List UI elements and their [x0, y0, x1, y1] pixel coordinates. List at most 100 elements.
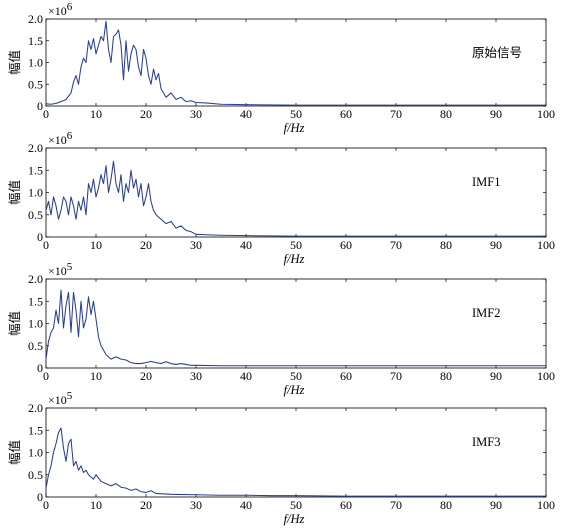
x-tick-label: 90 [490, 107, 502, 121]
x-tick-label: 80 [440, 369, 452, 383]
panel-annotation: IMF1 [472, 175, 500, 189]
y-tick-label: 2.0 [28, 272, 43, 286]
series-line-1 [45, 427, 546, 497]
chart-panel-2: 0 10 20 30 40 50 60 70 80 90 100 0 0.5 1.0 1.5 2.0 ×106 幅… [7, 130, 555, 266]
y-tick-label: 1.5 [28, 294, 43, 308]
x-axis-label: f/Hz [284, 512, 305, 526]
y-multiplier-label: ×105 [48, 261, 73, 278]
y-tick-label: 0 [37, 490, 43, 504]
x-tick-label: 60 [340, 369, 352, 383]
y-multiplier-base: ×10 [48, 393, 67, 407]
plot-frame [45, 278, 547, 369]
x-tick-label: 50 [290, 498, 302, 512]
y-multiplier-exponent: 5 [67, 261, 73, 273]
y-tick-label: 1.0 [28, 446, 43, 460]
x-tick-label: 80 [440, 238, 452, 252]
x-tick-label: 60 [340, 238, 352, 252]
x-tick-label: 50 [290, 107, 302, 121]
plot-frame [45, 18, 547, 107]
series-line-1 [45, 20, 546, 106]
x-tick-label: 70 [390, 238, 402, 252]
x-tick-label: 70 [390, 369, 402, 383]
x-tick-label: 0 [43, 369, 49, 383]
plot-frame [45, 407, 547, 498]
panel-annotation: IMF2 [472, 306, 500, 320]
x-tick-label: 50 [290, 238, 302, 252]
y-multiplier-label: ×106 [48, 130, 73, 147]
x-tick-label: 100 [537, 369, 555, 383]
y-tick-label: 2.0 [28, 141, 43, 155]
y-tick-label: 0.5 [28, 468, 43, 482]
x-tick-label: 20 [140, 498, 152, 512]
y-tick-label: 2.0 [28, 401, 43, 415]
y-multiplier-base: ×10 [48, 133, 67, 147]
y-tick-label: 0.5 [28, 77, 43, 91]
y-tick-label: 0 [37, 230, 43, 244]
x-axis-label: f/Hz [284, 252, 305, 266]
x-tick-label: 30 [190, 238, 202, 252]
x-axis-label: f/Hz [284, 121, 305, 135]
y-tick-label: 0.5 [28, 208, 43, 222]
y-multiplier-base: ×10 [48, 264, 67, 278]
y-tick-label: 1.5 [28, 34, 43, 48]
x-tick-label: 0 [43, 238, 49, 252]
y-tick-label: 0 [37, 99, 43, 113]
x-tick-label: 30 [190, 369, 202, 383]
x-tick-label: 10 [90, 369, 102, 383]
x-tick-label: 0 [43, 498, 49, 512]
x-tick-label: 100 [537, 238, 555, 252]
x-tick-label: 10 [90, 238, 102, 252]
x-tick-label: 40 [240, 369, 252, 383]
y-tick-label: 1.0 [28, 186, 43, 200]
x-tick-label: 20 [140, 238, 152, 252]
x-tick-label: 100 [537, 498, 555, 512]
x-tick-label: 20 [140, 369, 152, 383]
x-tick-label: 50 [290, 369, 302, 383]
x-tick-label: 80 [440, 107, 452, 121]
y-multiplier-exponent: 6 [67, 1, 73, 13]
y-tick-label: 1.0 [28, 317, 43, 331]
y-tick-label: 0 [37, 361, 43, 375]
x-tick-label: 20 [140, 107, 152, 121]
y-multiplier-exponent: 6 [67, 130, 73, 142]
chart-panel-4: 0 10 20 30 40 50 60 70 80 90 100 0 0.5 1.0 1.5 2.0 ×105 幅… [7, 390, 555, 526]
x-tick-label: 70 [390, 107, 402, 121]
x-tick-label: 40 [240, 107, 252, 121]
x-tick-label: 10 [90, 107, 102, 121]
y-axis-label: 幅值 [7, 311, 22, 336]
panel-annotation: 原始信号 [472, 46, 522, 60]
y-tick-label: 1.0 [28, 56, 43, 70]
y-multiplier-base: ×10 [48, 4, 67, 18]
x-tick-label: 90 [490, 498, 502, 512]
x-tick-label: 60 [340, 498, 352, 512]
x-tick-label: 40 [240, 238, 252, 252]
y-axis-label: 幅值 [7, 440, 22, 465]
y-axis-label: 幅值 [7, 50, 22, 75]
y-tick-label: 0.5 [28, 339, 43, 353]
x-tick-label: 80 [440, 498, 452, 512]
y-multiplier-label: ×106 [48, 1, 73, 18]
x-tick-label: 30 [190, 107, 202, 121]
x-tick-label: 0 [43, 107, 49, 121]
panel-annotation: IMF3 [472, 435, 500, 449]
x-tick-label: 70 [390, 498, 402, 512]
y-tick-label: 2.0 [28, 12, 43, 26]
y-multiplier-exponent: 5 [67, 390, 73, 402]
series-line-1 [45, 289, 546, 367]
chart-panel-3: 0 10 20 30 40 50 60 70 80 90 100 0 0.5 1.0 1.5 2.0 ×105 幅… [7, 261, 555, 397]
y-tick-label: 1.5 [28, 163, 43, 177]
x-tick-label: 60 [340, 107, 352, 121]
y-multiplier-label: ×105 [48, 390, 73, 407]
x-tick-label: 90 [490, 369, 502, 383]
x-tick-label: 40 [240, 498, 252, 512]
x-tick-label: 100 [537, 107, 555, 121]
y-tick-label: 1.5 [28, 423, 43, 437]
plot-frame [45, 147, 547, 238]
x-axis-label: f/Hz [284, 383, 305, 397]
x-tick-label: 10 [90, 498, 102, 512]
chart-panel-1: 0 10 20 30 40 50 60 70 80 90 100 0 0.5 1.0 1.5 2.0 ×106 幅… [7, 1, 555, 135]
x-tick-label: 90 [490, 238, 502, 252]
series-line-1 [45, 160, 546, 237]
x-tick-label: 30 [190, 498, 202, 512]
